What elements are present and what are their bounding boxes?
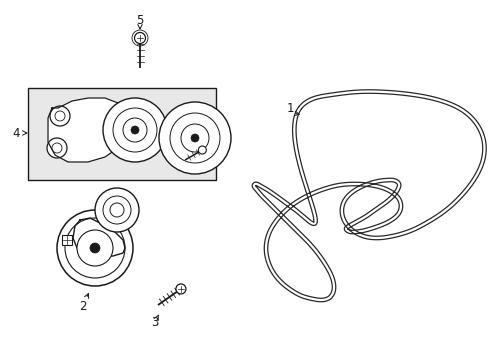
Text: 1: 1 [285, 102, 293, 114]
Polygon shape [48, 98, 128, 162]
Circle shape [77, 230, 113, 266]
Circle shape [176, 284, 185, 294]
Circle shape [50, 106, 70, 126]
Text: 4: 4 [12, 126, 20, 140]
Circle shape [90, 243, 100, 253]
FancyBboxPatch shape [28, 88, 216, 180]
Text: 3: 3 [151, 315, 159, 328]
Text: 2: 2 [79, 300, 86, 312]
Circle shape [57, 210, 133, 286]
Circle shape [103, 98, 167, 162]
Circle shape [47, 138, 67, 158]
Circle shape [131, 126, 139, 134]
Circle shape [198, 146, 206, 154]
FancyBboxPatch shape [62, 235, 72, 245]
Circle shape [159, 102, 230, 174]
Circle shape [110, 203, 124, 217]
Polygon shape [73, 218, 125, 256]
Circle shape [134, 32, 145, 44]
Circle shape [95, 188, 139, 232]
Text: 5: 5 [136, 14, 143, 27]
Circle shape [191, 134, 199, 142]
Circle shape [123, 118, 147, 142]
Circle shape [181, 124, 208, 152]
